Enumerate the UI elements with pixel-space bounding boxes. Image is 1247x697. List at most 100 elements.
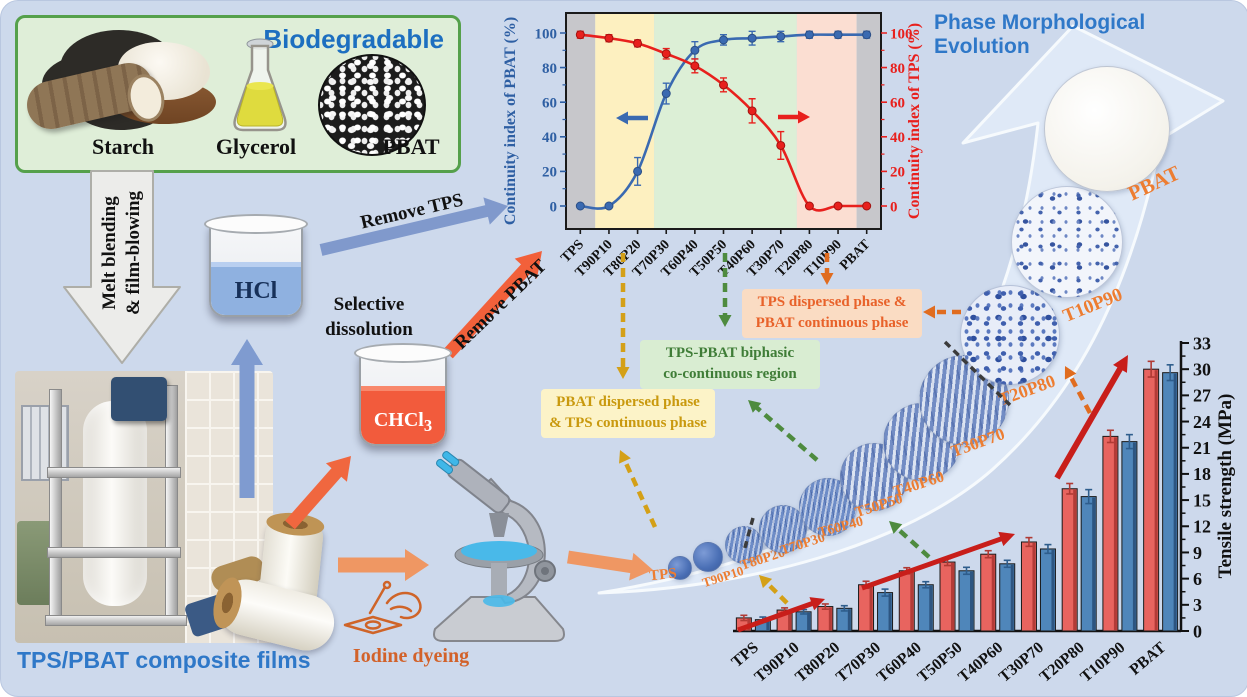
left-tick-label: 80 <box>542 61 557 77</box>
data-point <box>804 201 814 211</box>
composite-films-label: TPS/PBAT composite films <box>17 647 311 673</box>
arrow-head <box>619 450 631 464</box>
arrow-head <box>325 456 351 482</box>
pbat-pellets-image <box>318 54 426 156</box>
bar-shade <box>766 620 770 630</box>
right-tick-label: 20 <box>890 165 905 181</box>
data-point <box>719 80 728 90</box>
phase-label-t10p90: T10P90 <box>1060 283 1126 327</box>
bar-shade <box>807 612 811 630</box>
phase-label-pbat: PBAT <box>1124 160 1184 205</box>
glycerol-flask-icon <box>233 38 287 132</box>
y-tick-label: 21 <box>1193 438 1211 458</box>
data-point <box>776 140 786 150</box>
data-point <box>633 38 643 48</box>
right-tick-label: 60 <box>890 95 905 111</box>
starch-image <box>22 28 221 140</box>
bar-shade <box>847 609 851 630</box>
dashed-yellow-diag-1 <box>619 450 658 528</box>
beaker-rim <box>354 343 452 363</box>
arrow-shaft <box>567 550 635 574</box>
bar-shade <box>888 593 892 630</box>
x-tick-label: T80P20 <box>792 639 843 686</box>
bar-shade <box>828 607 832 630</box>
data-point <box>833 30 843 40</box>
x-tick-label: T70P30 <box>833 639 884 686</box>
data-point <box>747 33 757 43</box>
bar-shade <box>1092 497 1096 630</box>
data-point <box>690 45 700 55</box>
melt-blending-arrow <box>63 170 181 364</box>
region-band <box>566 13 596 229</box>
remove-tps-label: Remove TPS <box>358 189 466 234</box>
bar-shade <box>1032 542 1036 630</box>
right-tick-label: 0 <box>890 199 898 215</box>
biodegradable-box: Biodegradable Starch Glycerol PBAT <box>15 15 461 173</box>
x-tick-label: T20P80 <box>1037 639 1088 686</box>
yellow-box-line2: & TPS continuous phase <box>549 415 707 432</box>
x-tick-label: PBAT <box>837 237 874 274</box>
arrow-head <box>616 367 630 379</box>
x-tick-label: T50P50 <box>914 639 965 686</box>
green-box-line1: TPS-PBAT biphasic <box>665 345 795 361</box>
arrow-head <box>923 305 935 319</box>
machine-frame-bar <box>47 547 181 558</box>
chcl3-subscript: 3 <box>423 416 433 435</box>
x-tick-label: TPS <box>729 639 762 671</box>
annotation-cocontinuous-box: TPS-PBAT biphasic co-continuous region <box>640 340 820 389</box>
data-point <box>604 201 614 211</box>
bar-shade <box>1010 564 1014 630</box>
x-tick-label: T60P40 <box>874 639 925 686</box>
data-point <box>575 201 585 211</box>
data-point <box>661 89 671 99</box>
arrow-microscope-to-phases <box>567 550 653 581</box>
left-tick-label: 100 <box>535 26 558 42</box>
y-tick-label: 9 <box>1193 543 1202 563</box>
green-box-line2: co-continuous region <box>663 366 797 383</box>
orange-box-line1: TPS dispersed phase & <box>757 294 907 310</box>
phase-circle-t10p90 <box>1011 186 1123 298</box>
film-blowing-machine-photo <box>15 371 273 643</box>
annotation-pbat-dispersed-box: PBAT dispersed phase & TPS continuous ph… <box>541 389 715 438</box>
melt-blending-label: Melt blending & film-blowing <box>98 153 146 353</box>
bar-shade <box>869 585 873 630</box>
bar-shade <box>991 555 995 630</box>
selective-line2: dissolution <box>325 318 413 340</box>
machine-motor <box>111 377 167 421</box>
chcl3-beaker: CHCl3 <box>354 343 452 446</box>
hcl-label: HCl <box>234 278 278 304</box>
arrow-head <box>629 552 653 581</box>
x-tick-label: PBAT <box>1127 639 1170 679</box>
bar-shade <box>1132 442 1136 630</box>
y-tick-label: 27 <box>1193 386 1211 406</box>
selective-line1: Selective <box>333 294 405 315</box>
y-tick-label: 12 <box>1193 517 1211 537</box>
bar-shade <box>1173 373 1177 630</box>
chcl3-formula: CHCl <box>373 409 424 431</box>
machine-extruder <box>17 521 53 605</box>
left-tick-label: 20 <box>542 165 557 181</box>
x-tick-label: T90P10 <box>752 639 803 686</box>
left-tick-label: 40 <box>542 130 557 146</box>
arrow-head <box>718 315 732 327</box>
machine-frame-bar <box>165 385 178 622</box>
data-point <box>833 201 843 211</box>
y-tick-label: 18 <box>1193 464 1211 484</box>
data-point <box>633 166 643 176</box>
bar-shade <box>1154 370 1158 630</box>
data-point <box>747 106 757 116</box>
bar-shade <box>788 611 792 630</box>
data-point <box>690 61 700 71</box>
phase-evolution-title: Phase Morphological Evolution <box>934 11 1146 58</box>
bar-shade <box>1113 437 1117 630</box>
y-tick-label: 15 <box>1193 490 1211 510</box>
melt-blending-line1: Melt blending <box>99 196 120 310</box>
bar-shade <box>951 563 954 630</box>
hcl-beaker: HCl <box>204 214 308 317</box>
y-tick-label: 33 <box>1193 333 1211 353</box>
right-tick-label: 80 <box>890 61 905 77</box>
y-tick-label: 6 <box>1193 569 1202 589</box>
data-point <box>862 201 872 211</box>
x-tick-label: T10P90 <box>1077 639 1128 686</box>
